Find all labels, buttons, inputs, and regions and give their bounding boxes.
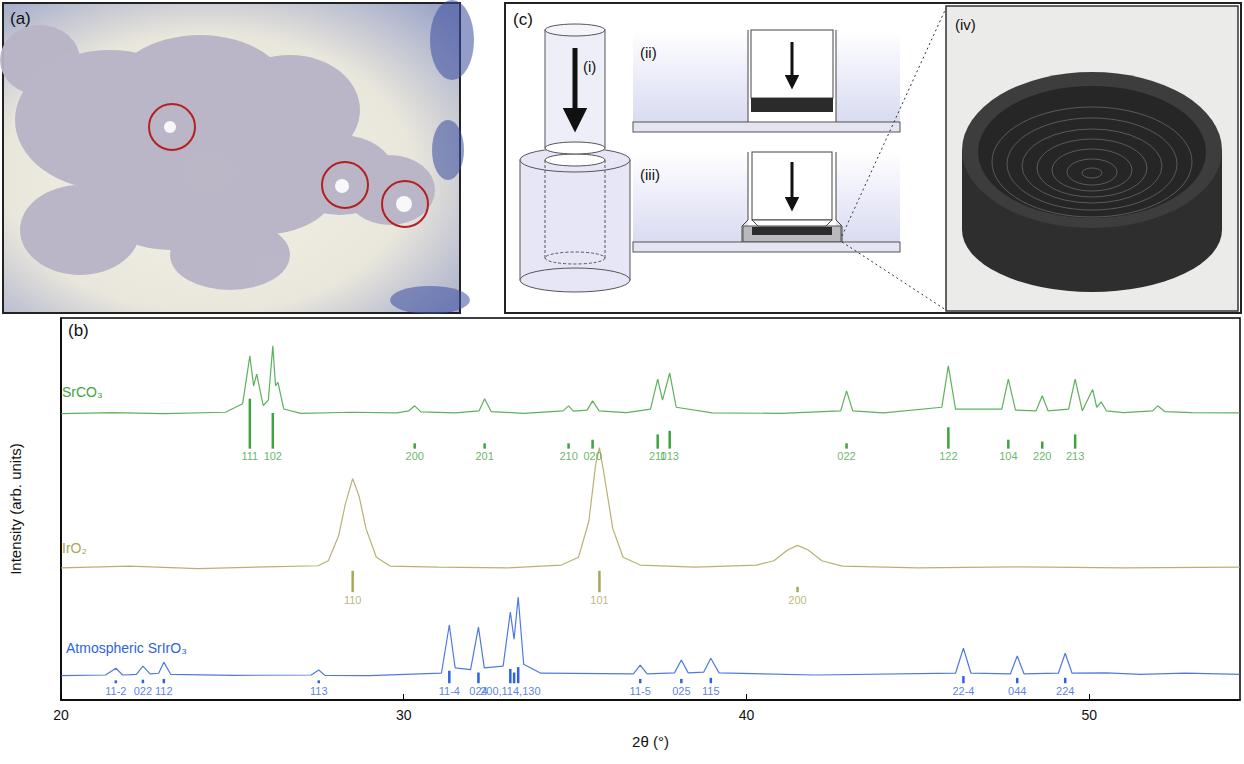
svg-text:220: 220 bbox=[1033, 450, 1051, 462]
svg-text:102: 102 bbox=[264, 450, 282, 462]
svg-text:210: 210 bbox=[559, 450, 577, 462]
svg-text:(c): (c) bbox=[513, 10, 533, 29]
svg-text:122: 122 bbox=[939, 450, 957, 462]
svg-text:024: 024 bbox=[469, 684, 488, 697]
svg-text:115: 115 bbox=[702, 685, 720, 697]
svg-text:211: 211 bbox=[648, 450, 667, 463]
svg-text:025: 025 bbox=[672, 685, 690, 697]
svg-text:40: 40 bbox=[739, 707, 755, 723]
svg-text:013: 013 bbox=[661, 450, 679, 462]
svg-text:044: 044 bbox=[1008, 685, 1026, 697]
svg-text:2θ (°): 2θ (°) bbox=[632, 733, 669, 750]
svg-text:113: 113 bbox=[310, 685, 328, 697]
svg-text:111: 111 bbox=[241, 450, 258, 462]
svg-text:020: 020 bbox=[583, 450, 601, 462]
svg-text:(i): (i) bbox=[583, 58, 596, 75]
svg-text:(iii): (iii) bbox=[640, 166, 660, 183]
svg-text:IrO₂: IrO₂ bbox=[62, 540, 87, 556]
svg-text:SrCO₃: SrCO₃ bbox=[62, 384, 103, 400]
svg-text:101: 101 bbox=[590, 594, 608, 606]
svg-text:11-4: 11-4 bbox=[439, 685, 460, 697]
svg-text:11-2: 11-2 bbox=[105, 685, 126, 697]
svg-text:200: 200 bbox=[406, 450, 424, 462]
svg-text:(iv): (iv) bbox=[955, 16, 976, 33]
svg-text:(b): (b) bbox=[68, 321, 89, 340]
svg-text:213: 213 bbox=[1066, 450, 1084, 462]
svg-text:11-5: 11-5 bbox=[630, 685, 651, 697]
svg-text:200,114,130: 200,114,130 bbox=[480, 685, 540, 697]
svg-text:022: 022 bbox=[134, 685, 152, 697]
svg-text:110: 110 bbox=[344, 594, 362, 606]
svg-text:(a): (a) bbox=[10, 9, 31, 28]
svg-text:(ii): (ii) bbox=[640, 44, 657, 61]
svg-text:Intensity (arb. units): Intensity (arb. units) bbox=[7, 443, 24, 575]
svg-text:112: 112 bbox=[155, 685, 173, 697]
svg-text:224: 224 bbox=[1056, 685, 1074, 697]
svg-text:104: 104 bbox=[999, 450, 1017, 462]
svg-text:200: 200 bbox=[788, 594, 806, 606]
svg-text:50: 50 bbox=[1081, 707, 1097, 723]
svg-text:201: 201 bbox=[475, 450, 493, 462]
svg-text:Atmospheric SrIrO₃: Atmospheric SrIrO₃ bbox=[66, 640, 187, 656]
svg-text:22-4: 22-4 bbox=[952, 685, 974, 697]
svg-text:20: 20 bbox=[53, 707, 69, 723]
svg-text:022: 022 bbox=[837, 450, 855, 462]
svg-text:30: 30 bbox=[396, 707, 412, 723]
